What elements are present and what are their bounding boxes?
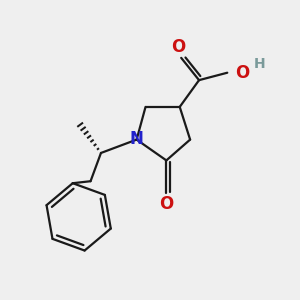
Text: O: O — [236, 64, 250, 82]
Text: N: N — [129, 130, 143, 148]
Text: H: H — [254, 57, 266, 71]
Text: O: O — [171, 38, 185, 56]
Text: O: O — [159, 195, 173, 213]
